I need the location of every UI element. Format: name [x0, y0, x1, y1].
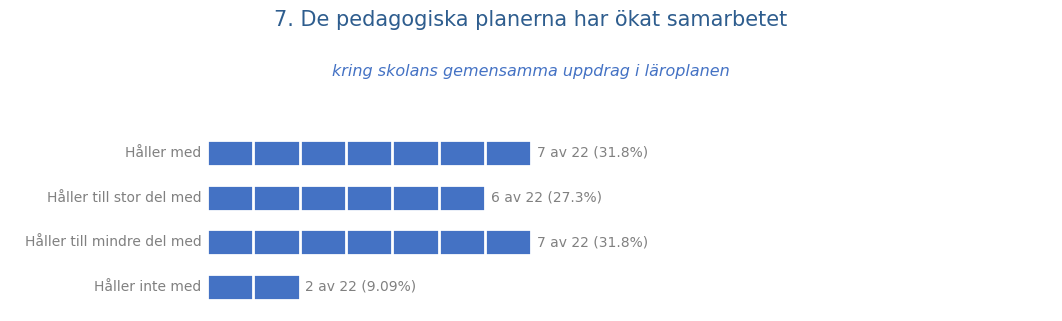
Text: Håller inte med: Håller inte med: [95, 280, 202, 294]
Text: 6 av 22 (27.3%): 6 av 22 (27.3%): [491, 191, 602, 204]
Text: 2 av 22 (9.09%): 2 av 22 (9.09%): [305, 280, 416, 294]
Text: Håller till mindre del med: Håller till mindre del med: [24, 235, 202, 249]
Text: Håller till stor del med: Håller till stor del med: [47, 191, 202, 204]
Text: kring skolans gemensamma uppdrag i läroplanen: kring skolans gemensamma uppdrag i lärop…: [332, 64, 730, 79]
Bar: [207, 274, 299, 300]
Text: 7 av 22 (31.8%): 7 av 22 (31.8%): [537, 146, 648, 160]
Text: 7 av 22 (31.8%): 7 av 22 (31.8%): [537, 235, 648, 249]
Bar: [207, 229, 531, 255]
Bar: [207, 185, 485, 211]
Text: 7. De pedagogiska planerna har ökat samarbetet: 7. De pedagogiska planerna har ökat sama…: [274, 10, 788, 30]
Text: Håller med: Håller med: [125, 146, 202, 160]
Bar: [207, 140, 531, 166]
